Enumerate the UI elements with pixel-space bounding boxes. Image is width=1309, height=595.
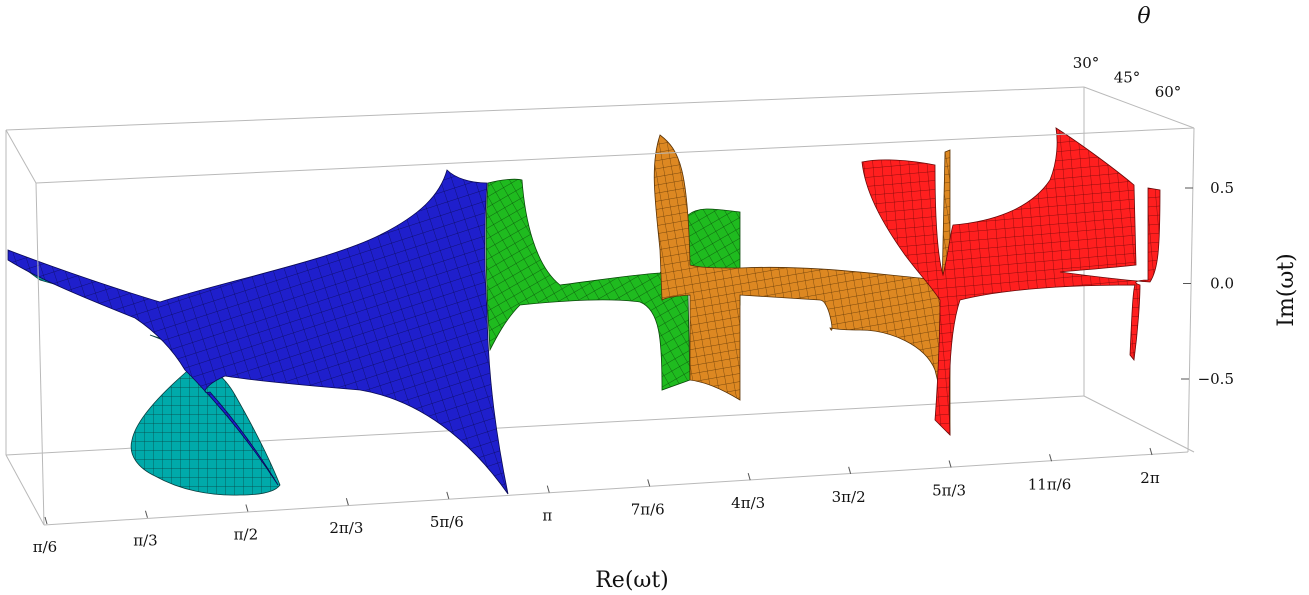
theta-tick-label: 45° [1114, 69, 1141, 87]
plot-box-front [5, 127, 1195, 526]
x-tick-mark [647, 479, 651, 487]
x-tick-label: π/6 [33, 538, 57, 556]
z-tick-label: 0.5 [1210, 179, 1234, 197]
x-tick-label: π/3 [133, 532, 157, 550]
x-tick-mark [747, 472, 751, 481]
theta-tick-label: 30° [1073, 54, 1100, 72]
surface-series-blue [7, 169, 509, 495]
x-tick-label: 4π/3 [731, 494, 765, 512]
z-tick-label: −0.5 [1198, 370, 1234, 388]
x-tick-label: π [542, 507, 552, 525]
x-tick-mark [345, 498, 349, 506]
x-tick-mark [446, 491, 450, 500]
x-tick-mark [1149, 447, 1153, 456]
x-tick-label: 5π/6 [430, 513, 464, 531]
surfaces [7, 127, 1161, 496]
x-tick-label: 5π/3 [932, 482, 966, 500]
x-axis-title: Re(ωt) [595, 568, 669, 593]
z-axis-ticks: 0.5 0.0 −0.5 [1181, 179, 1234, 388]
x-tick-mark [546, 485, 550, 493]
x-tick-label: 7π/6 [631, 500, 665, 518]
x-tick-label: 2π [1140, 469, 1160, 487]
theta-tick-label: 60° [1155, 83, 1182, 101]
theta-axis-ticks: 30° 45° 60° [1073, 54, 1182, 101]
x-tick-label: 2π/3 [329, 519, 363, 537]
x-tick-mark [848, 466, 852, 474]
x-tick-mark [1049, 454, 1053, 462]
x-tick-label: 3π/2 [832, 488, 866, 506]
x-tick-label: π/2 [234, 525, 258, 543]
x-tick-label: 11π/6 [1028, 475, 1072, 493]
z-tick-label: 0.0 [1210, 275, 1234, 293]
z-axis-title: Im(ωt) [1274, 253, 1299, 327]
x-tick-mark [44, 516, 48, 525]
surface-series-orange [653, 134, 951, 436]
x-tick-mark [245, 504, 249, 512]
theta-axis-title: θ [1137, 4, 1150, 29]
x-tick-mark [948, 460, 952, 468]
x-axis-ticks: π/6 π/3 π/2 2π/3 5π/6 π 7π/6 4π/3 3π/2 5π/3 11π/6 2… [33, 447, 1160, 556]
surface-series-red [861, 127, 1161, 437]
x-tick-mark [144, 510, 148, 518]
